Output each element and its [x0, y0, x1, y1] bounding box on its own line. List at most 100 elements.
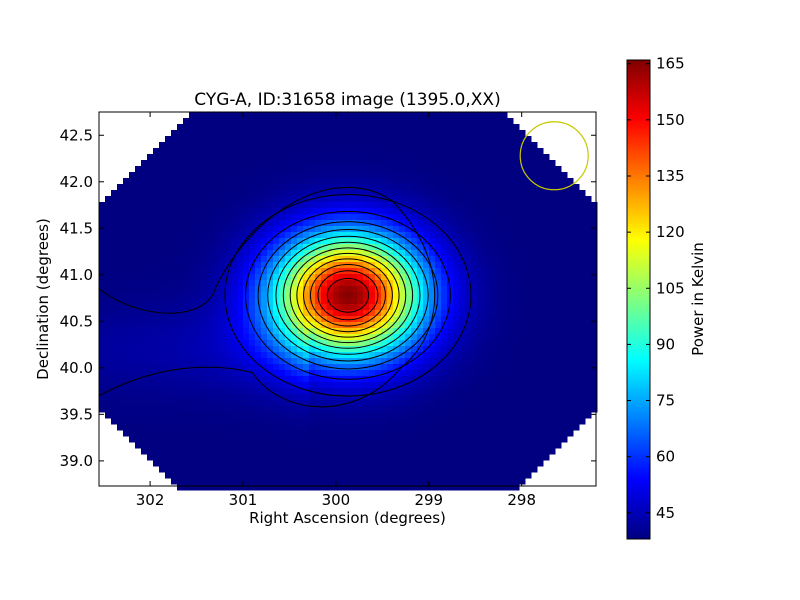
heatmap-cell [447, 232, 454, 239]
heatmap-cell [135, 184, 142, 191]
heatmap-cell [291, 214, 298, 221]
heatmap-cell [249, 394, 256, 401]
heatmap-cell [453, 412, 460, 419]
heatmap-cell [369, 364, 376, 371]
heatmap-cell [567, 262, 574, 269]
heatmap-cell [153, 280, 160, 287]
heatmap-cell [147, 232, 154, 239]
heatmap-cell [279, 322, 286, 329]
heatmap-cell [519, 388, 526, 395]
heatmap-cell [477, 352, 484, 359]
heatmap-cell [507, 460, 514, 467]
heatmap-cell [183, 328, 190, 335]
heatmap-cell [453, 394, 460, 401]
heatmap-cell [171, 220, 178, 227]
heatmap-cell [219, 226, 226, 233]
heatmap-cell [285, 412, 292, 419]
heatmap-cell [465, 466, 472, 473]
heatmap-cell [333, 364, 340, 371]
heatmap-cell [213, 160, 220, 167]
heatmap-cell [279, 382, 286, 389]
heatmap-cell [507, 352, 514, 359]
heatmap-cell [291, 394, 298, 401]
heatmap-cell [501, 298, 508, 305]
heatmap-cell [387, 388, 394, 395]
heatmap-cell [315, 340, 322, 347]
heatmap-cell [231, 250, 238, 257]
heatmap-cell [483, 304, 490, 311]
heatmap-cell [231, 142, 238, 149]
heatmap-cell [267, 406, 274, 413]
heatmap-cell [363, 178, 370, 185]
heatmap-cell [303, 292, 310, 299]
heatmap-cell [237, 226, 244, 233]
heatmap-cell [423, 208, 430, 215]
heatmap-cell [357, 448, 364, 455]
heatmap-cell [261, 232, 268, 239]
heatmap-cell [297, 436, 304, 443]
heatmap-cell [249, 220, 256, 227]
heatmap-cell [177, 292, 184, 299]
heatmap-cell [309, 472, 316, 479]
heatmap-cell [267, 166, 274, 173]
heatmap-cell [363, 130, 370, 137]
heatmap-cell [483, 292, 490, 299]
heatmap-cell [123, 406, 130, 413]
heatmap-cell [111, 412, 118, 419]
heatmap-cell [519, 322, 526, 329]
heatmap-cell [357, 322, 364, 329]
heatmap-cell [471, 328, 478, 335]
heatmap-cell [351, 190, 358, 197]
heatmap-cell [285, 442, 292, 449]
heatmap-cell [489, 166, 496, 173]
heatmap-cell [165, 178, 172, 185]
heatmap-cell [231, 436, 238, 443]
heatmap-cell [471, 304, 478, 311]
heatmap-cell [411, 394, 418, 401]
heatmap-cell [483, 346, 490, 353]
heatmap-cell [297, 442, 304, 449]
heatmap-cell [177, 172, 184, 179]
heatmap-cell [441, 424, 448, 431]
contour-level-85 [275, 235, 421, 355]
heatmap-cell [243, 364, 250, 371]
heatmap-cell [165, 136, 172, 143]
heatmap-cell [459, 286, 466, 293]
heatmap-cell [117, 328, 124, 335]
heatmap-cell [351, 466, 358, 473]
heatmap-cell [459, 178, 466, 185]
heatmap-cell [387, 148, 394, 155]
heatmap-cell [177, 220, 184, 227]
heatmap-cell [285, 382, 292, 389]
heatmap-cell [507, 394, 514, 401]
heatmap-cell [99, 226, 106, 233]
heatmap-cell [399, 316, 406, 323]
heatmap-cell [231, 412, 238, 419]
heatmap-cell [561, 172, 568, 179]
heatmap-cell [471, 190, 478, 197]
heatmap-cell [459, 292, 466, 299]
heatmap-cell [591, 376, 598, 383]
heatmap-cell [399, 178, 406, 185]
heatmap-cell [441, 358, 448, 365]
heatmap-cell [471, 136, 478, 143]
heatmap-cell [441, 478, 448, 485]
heatmap-cell [303, 232, 310, 239]
heatmap-cell [165, 190, 172, 197]
heatmap-cell [501, 364, 508, 371]
heatmap-cell [147, 400, 154, 407]
heatmap-cell [363, 286, 370, 293]
heatmap-cell [195, 142, 202, 149]
heatmap-cell [387, 172, 394, 179]
heatmap-cell [495, 214, 502, 221]
heatmap-cell [453, 112, 460, 119]
heatmap-cell [219, 334, 226, 341]
heatmap-cell [243, 448, 250, 455]
heatmap-cell [177, 238, 184, 245]
heatmap-cell [447, 322, 454, 329]
heatmap-cell [129, 358, 136, 365]
heatmap-cell [189, 196, 196, 203]
heatmap-cell [147, 298, 154, 305]
heatmap-cell [531, 202, 538, 209]
heatmap-cell [477, 196, 484, 203]
